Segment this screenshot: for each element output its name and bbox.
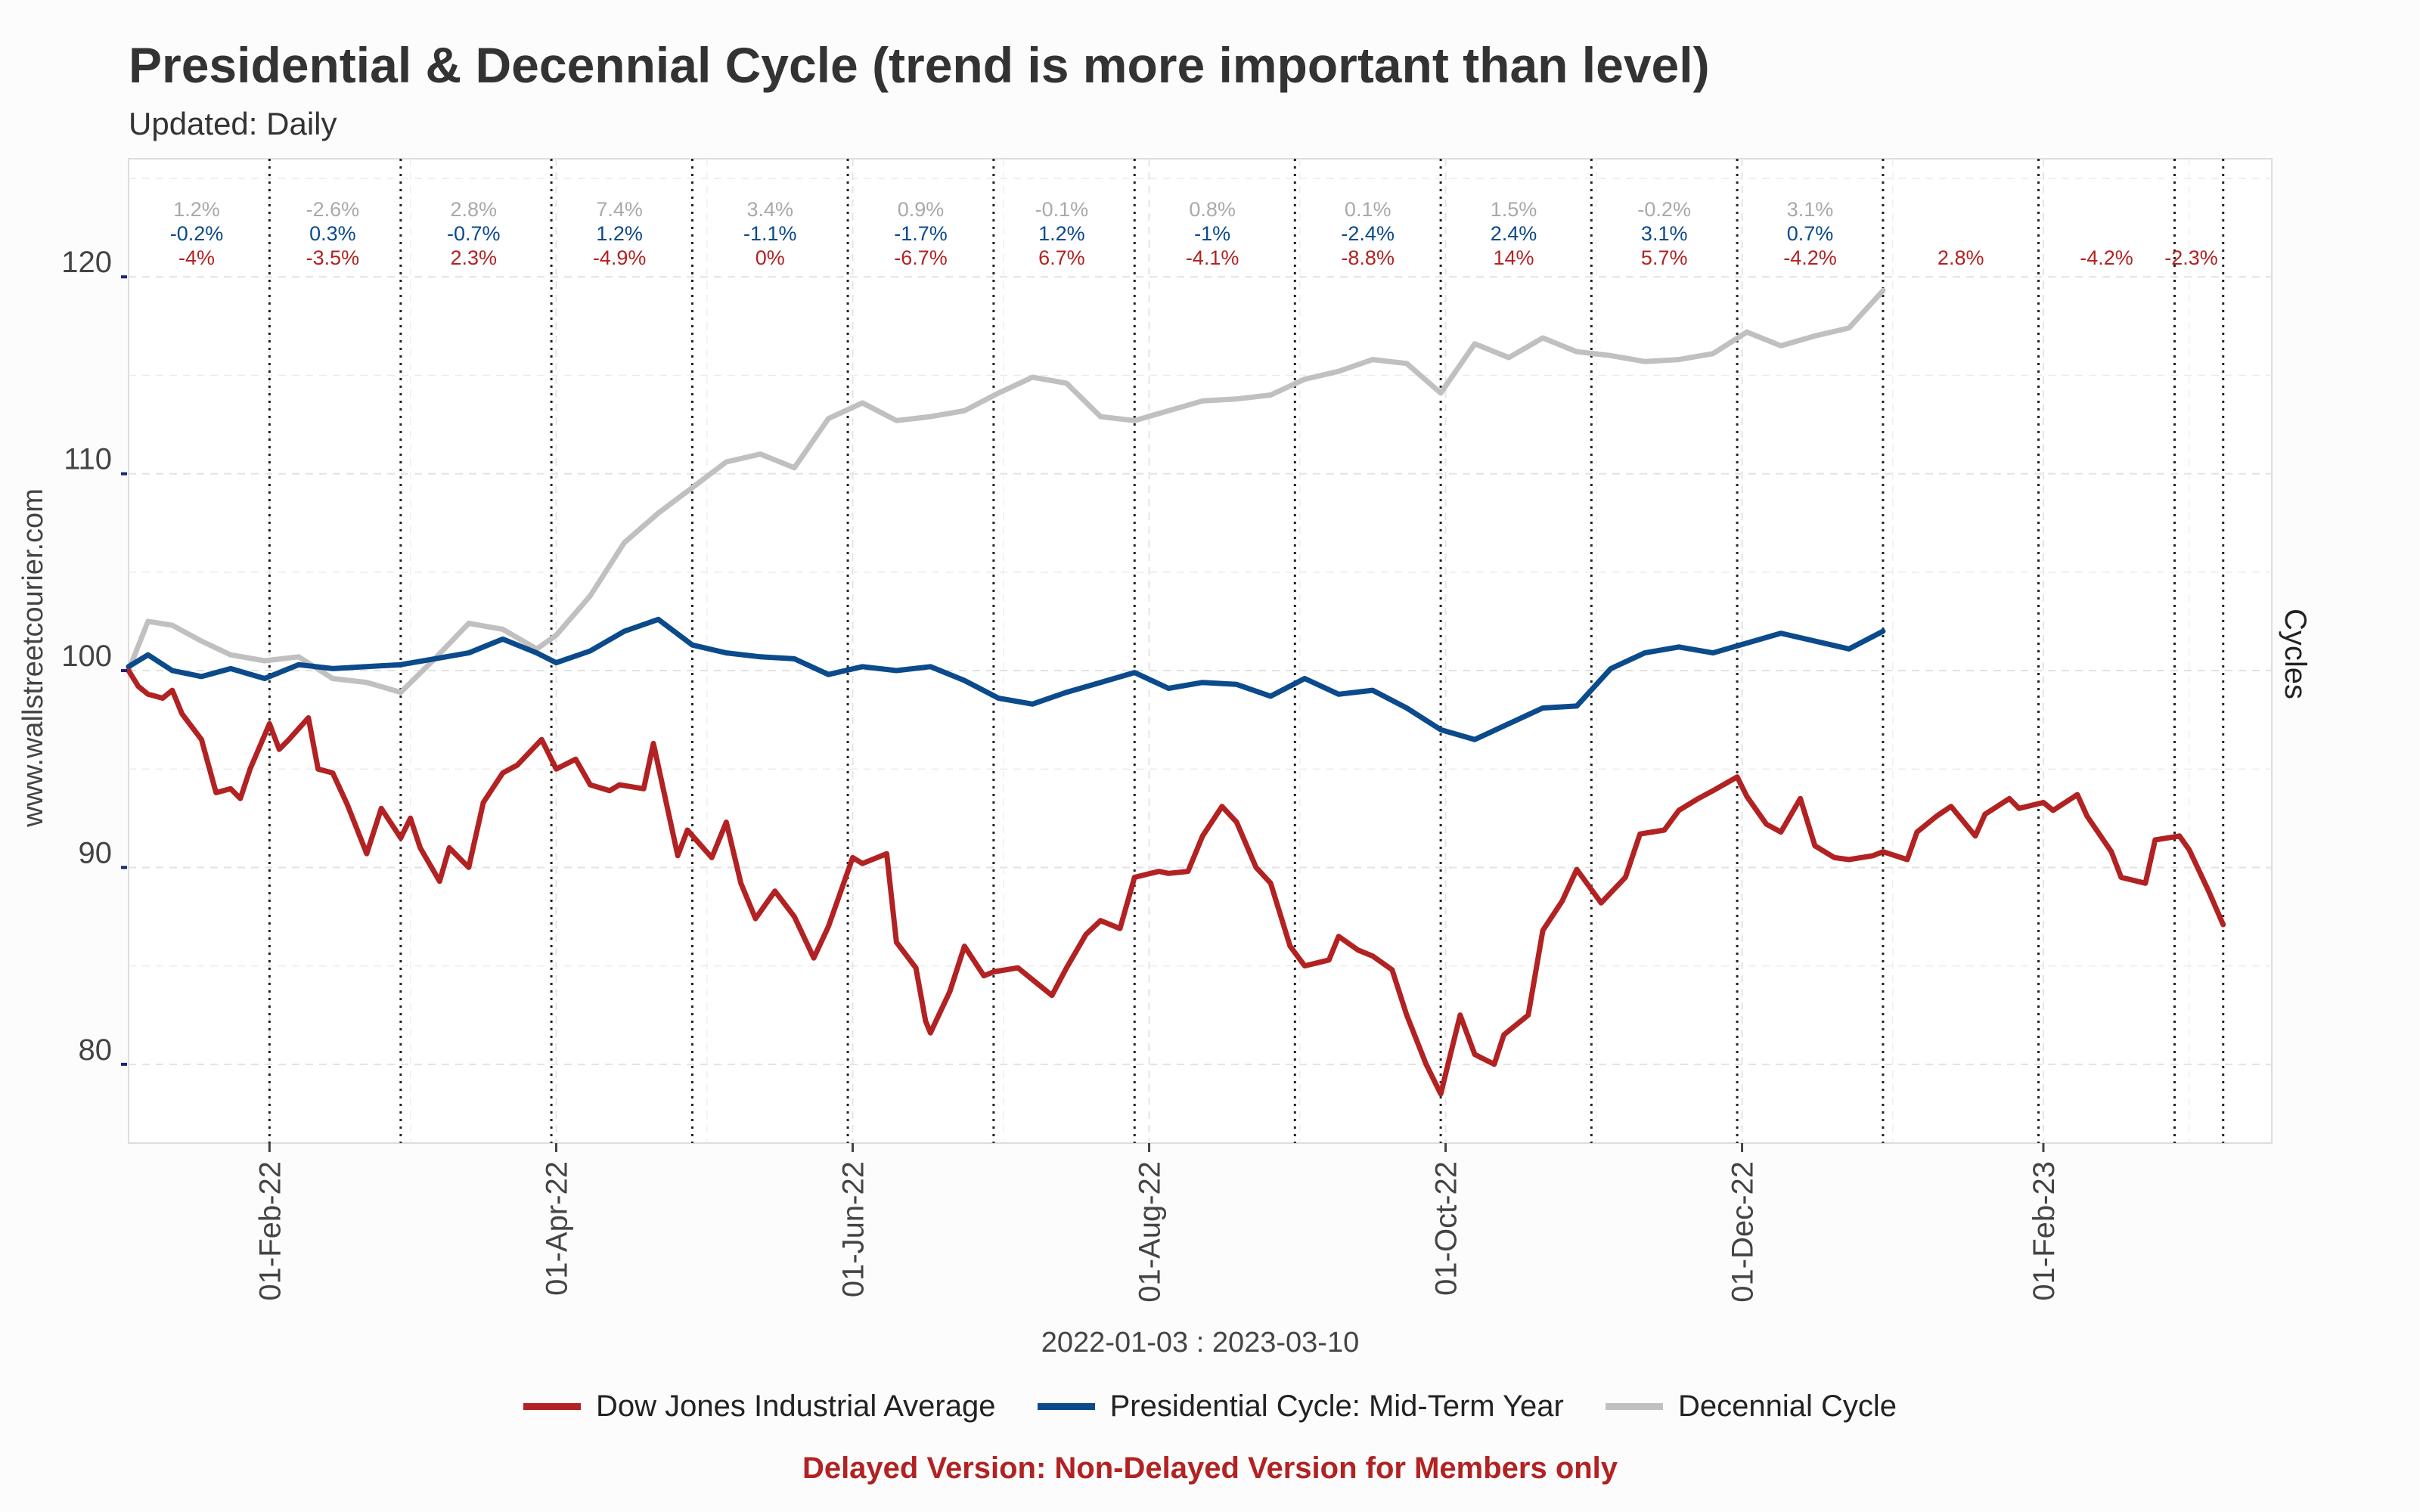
annotation-dow: -4.2% [1783, 246, 1837, 269]
annotation-presidential: 0.7% [1787, 222, 1834, 245]
legend-item-presidential: Presidential Cycle: Mid-Term Year [1037, 1388, 1564, 1424]
legend-swatch-decennial [1605, 1402, 1663, 1410]
annotation-dow: 5.7% [1641, 246, 1688, 269]
annotation-presidential: -2.4% [1341, 222, 1395, 245]
annotation-dow: -2.3% [2164, 246, 2218, 269]
annotation-presidential: -1.1% [743, 222, 797, 245]
annotation-decennial: 1.5% [1491, 198, 1537, 221]
x-tick-label: 01-Oct-22 [1430, 1161, 1463, 1296]
chart: 80 90 100 110 120 01-Feb-22 01-Apr-22 01-Jun-2… [17, 158, 2312, 1359]
x-tick-label: 01-Aug-22 [1134, 1161, 1167, 1303]
annotation-presidential: 1.2% [596, 222, 643, 245]
chart-title: Presidential & Decennial Cycle (trend is… [129, 37, 1710, 93]
annotation-presidential: 2.4% [1491, 222, 1537, 245]
legend-item-dow: Dow Jones Industrial Average [523, 1388, 995, 1424]
x-tick-label: 01-Dec-22 [1727, 1161, 1760, 1303]
x-tick-label: 01-Feb-22 [253, 1161, 287, 1301]
annotation-decennial: 2.8% [451, 198, 498, 221]
chart-subtitle: Updated: Daily [129, 106, 337, 141]
series-line-presidential [126, 616, 1886, 742]
grid [129, 159, 2272, 1143]
annotation-decennial: 7.4% [596, 198, 643, 221]
month-separators [268, 159, 2225, 1143]
annotation-decennial: 0.9% [898, 198, 945, 221]
annotation-dow: 0% [755, 246, 785, 269]
x-tick-label: 01-Apr-22 [541, 1161, 574, 1296]
annotation-presidential: -1% [1194, 222, 1230, 245]
y-tick-label: 90 [79, 836, 113, 869]
series-line-dow [126, 668, 2226, 1097]
annotation-decennial: 1.2% [173, 198, 220, 221]
annotation-dow: -4% [178, 246, 215, 269]
annotation-decennial: -2.6% [306, 198, 360, 221]
y-axis: 80 90 100 110 120 [61, 246, 127, 1067]
series-line-decennial [126, 288, 1886, 696]
annotation-dow: 2.8% [1938, 246, 1984, 269]
annotation-dow: 6.7% [1038, 246, 1085, 269]
legend-item-decennial: Decennial Cycle [1605, 1388, 1897, 1424]
annotation-dow: -3.5% [306, 246, 360, 269]
x-axis: 01-Feb-22 01-Apr-22 01-Jun-22 01-Aug-22 01-O… [253, 1143, 2061, 1303]
annotation-presidential: 3.1% [1641, 222, 1688, 245]
annotation-dow: -4.9% [593, 246, 647, 269]
y-axis-label: www.wallstreetcourier.com [17, 488, 49, 828]
annotation-presidential: -0.7% [447, 222, 501, 245]
legend-swatch-dow [523, 1402, 581, 1410]
annotation-presidential: 0.3% [309, 222, 356, 245]
annotation-decennial: -0.1% [1035, 198, 1089, 221]
x-axis-label: 2022-01-03 : 2023-03-10 [1041, 1327, 1359, 1359]
annotation-decennial: 3.1% [1787, 198, 1834, 221]
y-tick-label: 80 [79, 1033, 113, 1067]
annotation-dow: -4.1% [1186, 246, 1239, 269]
x-tick-label: 01-Jun-22 [837, 1161, 870, 1297]
x-tick-label: 01-Feb-23 [2028, 1161, 2061, 1301]
annotation-decennial: -0.2% [1637, 198, 1691, 221]
plot-background [128, 158, 2273, 1144]
annotation-presidential: -1.7% [894, 222, 948, 245]
y-tick-label: 100 [61, 640, 112, 673]
legend-label-presidential: Presidential Cycle: Mid-Term Year [1109, 1389, 1564, 1423]
legend-swatch-presidential [1037, 1402, 1095, 1410]
annotation-presidential: -0.2% [170, 222, 224, 245]
annotation-dow: -8.8% [1341, 246, 1395, 269]
annotation-dow: -6.7% [894, 246, 948, 269]
y-tick-label: 120 [61, 246, 112, 279]
annotation-decennial: 0.1% [1345, 198, 1392, 221]
y-tick-label: 110 [64, 443, 112, 476]
annotation-dow: 2.3% [451, 246, 498, 269]
legend-label-decennial: Decennial Cycle [1677, 1389, 1897, 1423]
right-axis-label: Cycles [2279, 609, 2312, 699]
footer-note: Delayed Version: Non-Delayed Version for… [802, 1452, 1618, 1485]
legend: Dow Jones Industrial Average Presidentia… [0, 1387, 2420, 1424]
series-lines [126, 288, 2226, 1097]
annotation-dow: 14% [1493, 246, 1534, 269]
monthly-annotations: 1.2% -2.6% 2.8% 7.4% 3.4% 0.9% -0.1% 0.8% 0.1% 1.… [170, 198, 2218, 269]
annotation-dow: -4.2% [2080, 246, 2133, 269]
legend-label-dow: Dow Jones Industrial Average [596, 1389, 996, 1423]
annotation-presidential: 1.2% [1038, 222, 1085, 245]
annotation-decennial: 3.4% [747, 198, 794, 221]
annotation-decennial: 0.8% [1189, 198, 1236, 221]
